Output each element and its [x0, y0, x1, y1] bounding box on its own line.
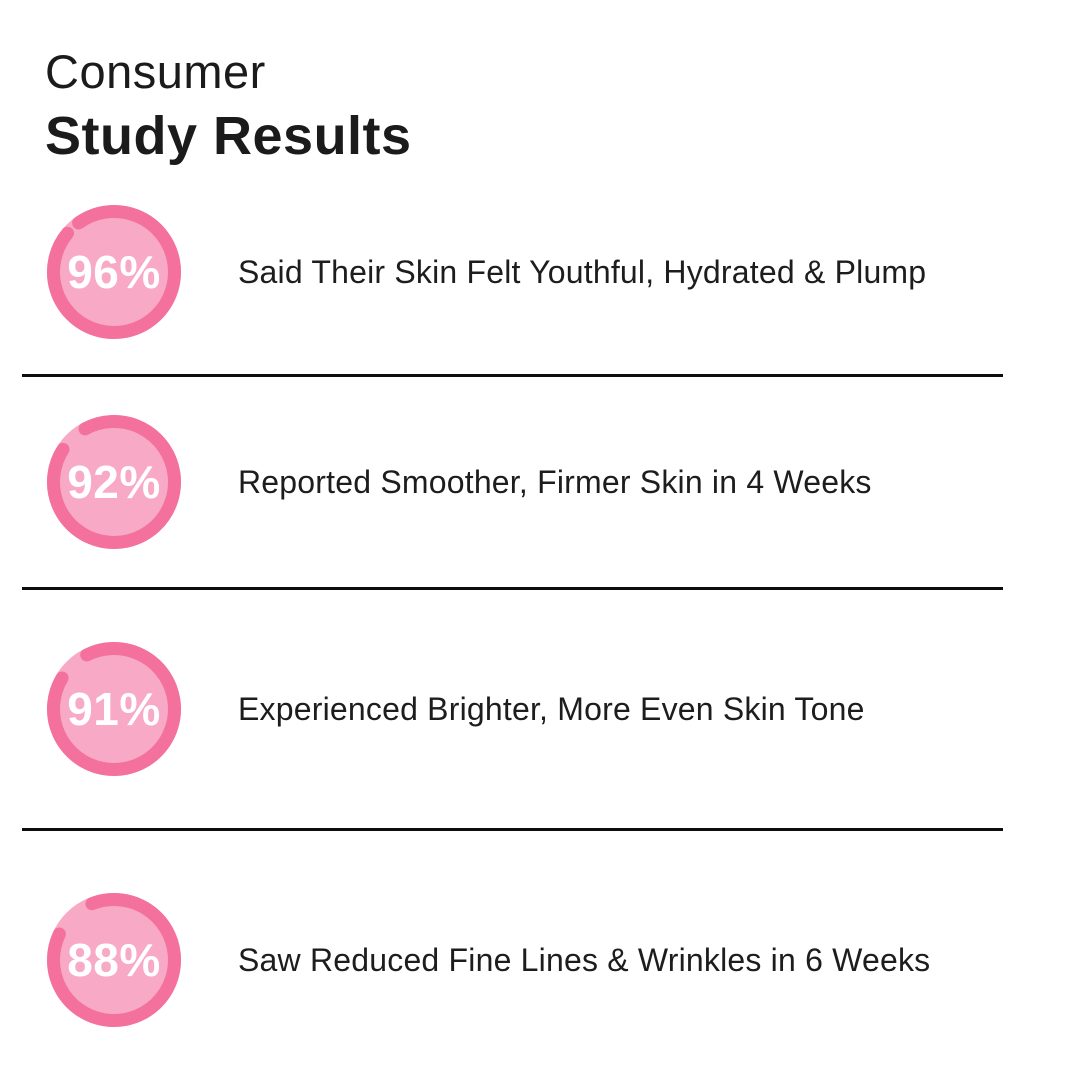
result-label: Said Their Skin Felt Youthful, Hydrated …	[238, 253, 927, 290]
percent-value: 92%	[67, 456, 161, 508]
progress-ring-icon	[47, 415, 181, 549]
divider-line	[22, 828, 1003, 831]
page-title: Consumer Study Results	[0, 0, 1080, 170]
percent-value: 96%	[67, 246, 161, 298]
percent-badge-91: 91%	[43, 638, 185, 780]
progress-ring-icon	[47, 642, 181, 776]
percent-badge-96: 96%	[43, 201, 185, 343]
result-row-4: 88% Saw Reduced Fine Lines & Wrinkles in…	[0, 831, 1080, 1080]
result-row-3: 91% Experienced Brighter, More Even Skin…	[0, 590, 1080, 828]
progress-ring-icon	[47, 893, 181, 1027]
percent-value: 88%	[67, 934, 161, 986]
result-row-2: 92% Reported Smoother, Firmer Skin in 4 …	[0, 377, 1080, 587]
divider-line	[22, 374, 1003, 377]
result-label: Reported Smoother, Firmer Skin in 4 Week…	[238, 463, 872, 500]
progress-ring-icon	[47, 205, 181, 339]
percent-badge-88: 88%	[43, 889, 185, 1031]
percent-badge-92: 92%	[43, 411, 185, 553]
result-row-1: 96% Said Their Skin Felt Youthful, Hydra…	[0, 170, 1080, 374]
results-list: 96% Said Their Skin Felt Youthful, Hydra…	[0, 170, 1080, 1080]
title-line-1: Consumer	[45, 45, 266, 98]
title-line-2: Study Results	[45, 106, 412, 166]
result-label: Saw Reduced Fine Lines & Wrinkles in 6 W…	[238, 941, 931, 978]
percent-value: 91%	[67, 683, 161, 735]
result-label: Experienced Brighter, More Even Skin Ton…	[238, 690, 865, 727]
divider-line	[22, 587, 1003, 590]
